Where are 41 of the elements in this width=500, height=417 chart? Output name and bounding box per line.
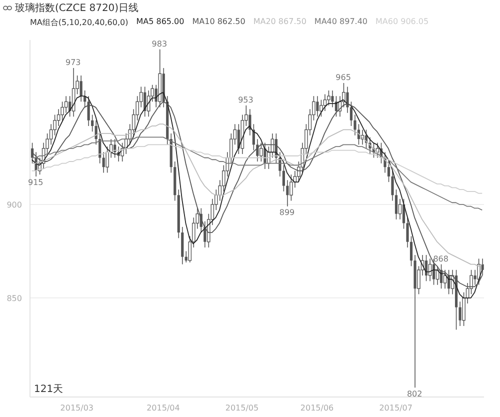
candlestick: [410, 236, 413, 267]
text: MA20 867.50: [253, 17, 306, 28]
y-tick-label: 900: [6, 200, 22, 210]
candlestick: [354, 114, 356, 136]
x-tick-label: 2015/05: [225, 404, 259, 413]
annotation: 802: [406, 389, 422, 398]
candlestick: [406, 217, 409, 248]
annotation: 965: [336, 72, 351, 82]
annotation: 868: [433, 254, 448, 264]
candlestick: [286, 180, 289, 207]
y-tick-label: 850: [6, 294, 22, 303]
candlestick: [260, 142, 263, 162]
text: MA5 865.00: [136, 17, 184, 28]
candlestick: [102, 152, 105, 174]
candlestick: [424, 254, 428, 282]
annotation: 899: [279, 208, 295, 218]
candlestick: [391, 170, 394, 202]
x-tick-label: 2015/03: [60, 404, 94, 413]
legend-title: MA组合(5,10,20,40,60,0): [30, 17, 128, 28]
text: MA10 862.50: [192, 17, 246, 28]
candlestick: [387, 161, 390, 182]
candlestick: [394, 189, 398, 220]
text: MA40 897.40: [314, 17, 368, 28]
annotation: 953: [238, 95, 254, 104]
annotation: 915: [28, 178, 44, 188]
annotation: 983: [152, 39, 168, 48]
chart-title: 玻璃指数(CZCE 8720)日线: [15, 2, 139, 15]
candlestick: [458, 301, 462, 326]
x-tick-label: 2015/07: [379, 404, 412, 413]
candlestick: [282, 164, 285, 192]
candlestick: [316, 96, 319, 118]
candlestick: [323, 94, 327, 112]
x-tick-label: 2015/04: [146, 404, 180, 413]
candlestick: [49, 124, 53, 146]
annotation: 121天: [34, 383, 64, 396]
candlestick: [331, 90, 334, 108]
candlestick: [80, 75, 82, 102]
annotation: 973: [66, 58, 81, 68]
candlestick: [398, 198, 402, 220]
candlestick: [91, 114, 94, 132]
x-tick-label: 2015/06: [300, 404, 334, 413]
